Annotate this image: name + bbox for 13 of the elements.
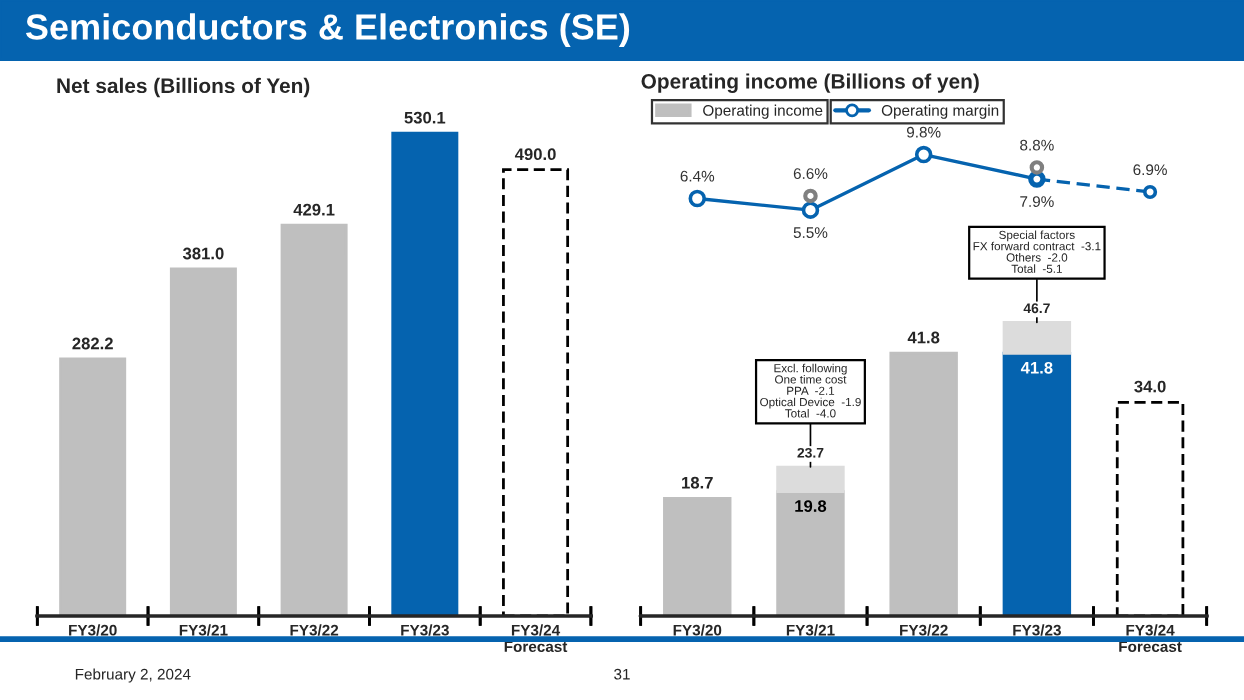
data-label: 490.0 [514,148,556,161]
data-label: 381.0 [182,247,224,260]
data-label: 41.8 [1020,361,1053,374]
data-label: 530.1 [404,111,446,124]
data-label: 41.8 [907,331,940,344]
data-label: 19.8 [795,500,827,512]
data-label: 34.0 [1134,380,1166,393]
data-label: 282.2 [72,337,113,350]
chart-subtitle: Net sales (Billions of Yen) [57,77,310,98]
data-label: 18.7 [682,476,713,489]
chart-title: Operating income (Billions of yen) [641,73,979,93]
chart-title: Semiconductors & Electronics (SE) [25,13,630,47]
data-label: 429.1 [293,203,335,216]
